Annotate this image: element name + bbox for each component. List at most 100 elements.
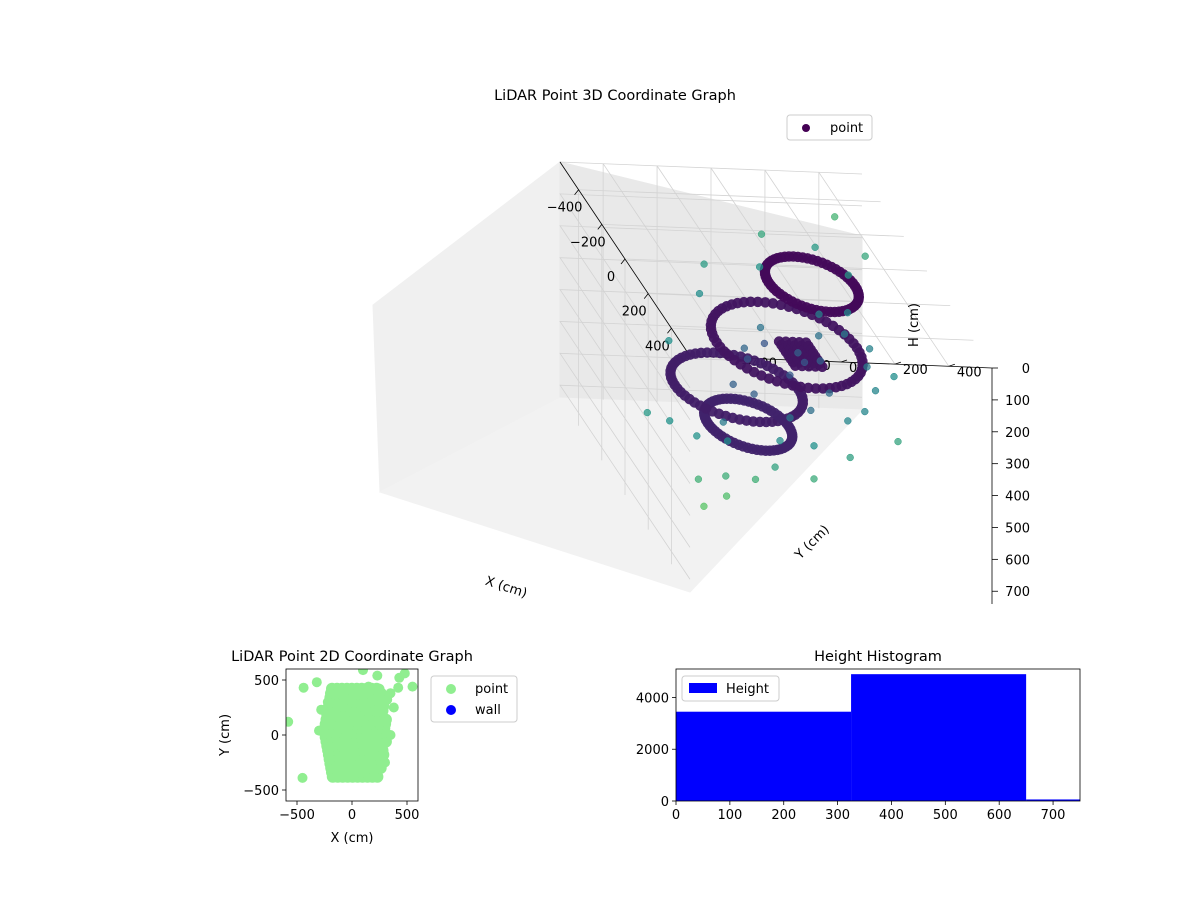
- point-3d-299: [890, 372, 898, 381]
- y-tick-label-3d-3: 200: [903, 363, 928, 378]
- point-3d-288: [815, 310, 823, 318]
- y-tick-label-2d-2: 500: [254, 674, 279, 689]
- point-3d-283: [861, 252, 869, 260]
- x-tick-label-2d-1: 0: [348, 808, 356, 823]
- z-tick-label-3d-6: 600: [1005, 553, 1030, 568]
- point-3d-321: [800, 358, 809, 367]
- point-3d-305: [810, 442, 818, 450]
- x-tick-label-3d-3: 200: [622, 305, 647, 320]
- point-3d-301: [861, 407, 869, 416]
- x-tick-3d-3: [643, 293, 649, 299]
- grid-floor-y-1: [656, 165, 788, 361]
- point-3d-282: [757, 230, 766, 238]
- point-3d-312: [723, 437, 732, 445]
- y-axis-label-2d: Y (cm): [218, 714, 233, 757]
- point-2d-12: [325, 688, 335, 699]
- y-tick-3d-4: [948, 363, 955, 367]
- point-2d-21: [369, 766, 379, 777]
- point-3d-320: [786, 371, 794, 379]
- x-tick-label-3d-4: 400: [645, 339, 670, 354]
- point-2d-25: [363, 708, 374, 718]
- point-2d-4: [358, 669, 368, 676]
- point-3d-303: [786, 414, 794, 422]
- point-3d-296: [729, 380, 737, 388]
- plot-frame-histogram: [675, 668, 1081, 802]
- chart-histogram: Height Histogram 0 100 200 300 400 500 600 7000…: [636, 649, 1081, 823]
- point-3d-285: [755, 263, 764, 271]
- y-tick-label-3d-2: 0: [849, 361, 857, 376]
- x-tick-3d-1: [597, 224, 603, 230]
- point-3d-287: [695, 289, 704, 298]
- point-3d-316: [643, 408, 651, 417]
- y-axis-label-3d: Y (cm): [792, 522, 833, 563]
- legend-2d-label-point: point: [475, 682, 508, 697]
- point-2d-20: [336, 766, 346, 777]
- point-2d-14: [316, 704, 327, 715]
- legend-2d-label-wall: wall: [475, 703, 501, 718]
- point-2d-18: [325, 754, 335, 765]
- axes-2d: −500 0 500 −500 0 500: [243, 674, 419, 823]
- y-tick-label-2d-1: 0: [271, 729, 279, 744]
- y-tick-label-hist-2: 4000: [636, 691, 669, 706]
- legend-3d-frame: [786, 114, 873, 141]
- x-tick-label-hist-2: 200: [771, 808, 796, 823]
- point-2d-1: [311, 677, 322, 688]
- axes-histogram: 0 100 200 300 400 500 600 700 0 2000 4000: [636, 691, 1066, 823]
- x-tick-3d-0: [574, 189, 579, 195]
- z-tick-label-3d-2: 200: [1005, 426, 1030, 441]
- y-tick-label-3d-4: 400: [957, 365, 982, 380]
- point-3d-238: [748, 416, 759, 427]
- legend-2d-marker-point: [446, 684, 456, 694]
- points-2d: [286, 669, 418, 783]
- x-tick-label-3d-1: −200: [570, 235, 606, 250]
- point-2d-28: [347, 697, 357, 707]
- point-3d-310: [722, 492, 731, 500]
- grid-floor-y-2: [710, 167, 842, 363]
- x-tick-label-hist-7: 700: [1041, 808, 1066, 823]
- point-3d-313: [693, 432, 701, 440]
- point-3d-290: [815, 332, 823, 340]
- x-tick-label-hist-1: 100: [717, 808, 742, 823]
- chart-2d: LiDAR Point 2D Coordinate Graph −500 0 500…: [218, 649, 518, 846]
- histogram-title: Height Histogram: [814, 649, 942, 665]
- y-tick-label-2d-0: −500: [243, 784, 279, 799]
- point-3d-317: [846, 453, 854, 462]
- point-2d-33: [382, 694, 393, 705]
- point-2d-23: [352, 719, 363, 729]
- points-2d-clipped: [286, 669, 418, 783]
- histogram-bar-2: [1026, 799, 1080, 801]
- point-3d-308: [722, 472, 730, 480]
- legend-3d-marker-point: [802, 124, 810, 132]
- legend-histogram-label: Height: [726, 682, 769, 697]
- point-3d-281: [811, 243, 819, 251]
- point-3d-300: [871, 387, 880, 395]
- grid-wall-z-1: [559, 193, 863, 389]
- point-2d-5: [372, 670, 383, 681]
- x-tick-label-hist-5: 500: [933, 808, 958, 823]
- axes-3d: −400−2000200400−400−20002004000100200300…: [547, 161, 1030, 604]
- point-2d-26: [330, 730, 341, 740]
- point-3d-324: [760, 339, 769, 348]
- point-3d-314: [719, 418, 727, 426]
- z-tick-label-3d-0: 0: [1022, 362, 1030, 377]
- point-2d-29: [341, 746, 352, 757]
- histogram-bars: [676, 674, 1080, 801]
- point-2d-24: [336, 713, 346, 724]
- x-tick-3d-2: [620, 258, 626, 265]
- point-3d-292: [756, 323, 765, 332]
- y-tick-label-hist-0: 0: [661, 795, 669, 810]
- point-3d-289: [843, 309, 852, 317]
- x-tick-label-3d-0: −400: [547, 201, 583, 216]
- z-tick-label-3d-1: 100: [1005, 394, 1030, 409]
- x-tick-label-hist-0: 0: [672, 808, 680, 823]
- point-2d-32: [322, 697, 333, 707]
- point-2d-7: [399, 669, 410, 679]
- z-axis-label-3d: H (cm): [907, 303, 922, 347]
- point-3d-294: [665, 337, 673, 345]
- point-3d-304: [776, 437, 784, 445]
- x-tick-label-2d-0: −500: [279, 808, 315, 823]
- point-3d-295: [794, 349, 802, 357]
- y-tick-3d-2: [840, 359, 848, 363]
- grid-floor-y-4: [818, 172, 950, 367]
- point-2d-9: [407, 681, 418, 692]
